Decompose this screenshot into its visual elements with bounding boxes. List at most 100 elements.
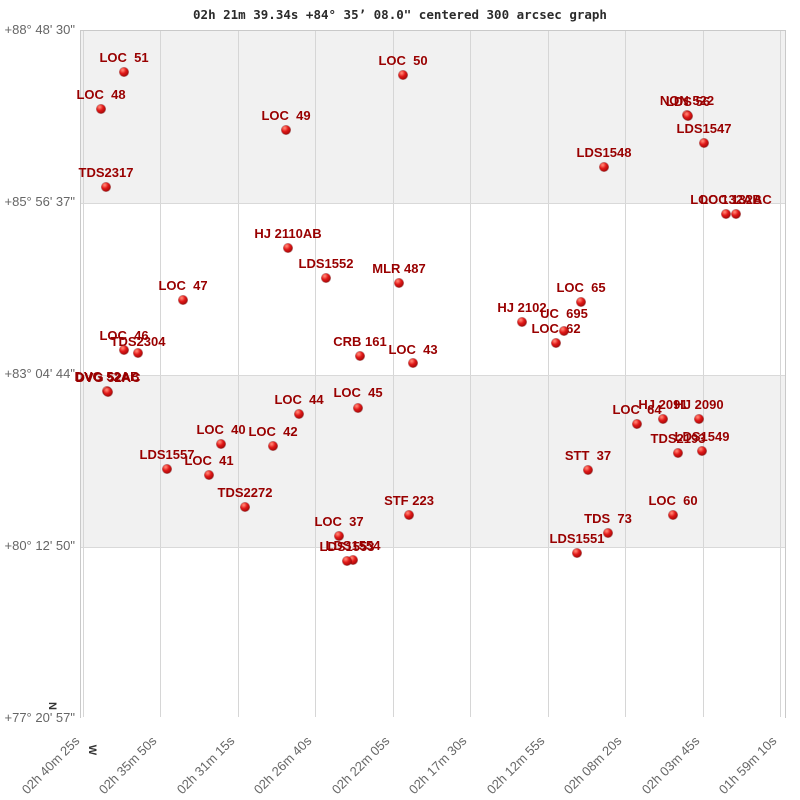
dec-gridline (81, 203, 785, 204)
ra-gridline (702, 31, 704, 717)
star-label: NON 522 (659, 93, 715, 108)
star-label: LOC 37 (314, 514, 364, 529)
star-dot (668, 510, 678, 520)
ra-gridline (315, 31, 317, 717)
star-label: TDS 73 (584, 511, 632, 526)
ra-gridline (470, 31, 472, 717)
star-label: TDS2304 (110, 334, 166, 349)
star-label: LOC 42 (248, 424, 298, 439)
star-label: LDS1548 (576, 145, 632, 160)
plot-area (80, 30, 786, 719)
chart-title: 02h 21m 39.34s +84° 35’ 08.0" centered 3… (193, 7, 607, 22)
ra-tick-label: 02h 22m 05s (328, 733, 393, 797)
star-dot (342, 556, 352, 566)
star-label: LDS1553 (319, 539, 375, 554)
star-label: LOC 45 (333, 385, 383, 400)
star-label: STT 37 (564, 448, 612, 463)
dec-tick-label: +88° 48' 30" (4, 22, 76, 37)
star-label: LOC 51 (99, 50, 149, 65)
star-label: DVG 52AC (75, 370, 141, 385)
star-label: LDS1551 (549, 531, 605, 546)
star-label: LOC 60 (648, 493, 698, 508)
star-label: LOC 50 (378, 53, 428, 68)
ra-tick-label: 02h 40m 25s (18, 733, 83, 797)
star-label: MLR 487 (372, 261, 426, 276)
ra-gridline (160, 31, 162, 717)
star-label: HJ 2110AB (254, 226, 322, 241)
star-dot (394, 278, 404, 288)
star-dot (240, 502, 250, 512)
ra-tick-label: 02h 31m 15s (173, 733, 238, 797)
star-dot (583, 465, 593, 475)
star-dot (632, 419, 642, 429)
star-dot (694, 414, 704, 424)
star-dot (731, 209, 741, 219)
star-dot (673, 448, 683, 458)
star-label: TDS2272 (217, 485, 273, 500)
ra-tick-label: 01h 59m 10s (715, 733, 780, 797)
star-label: LOC 64 (612, 402, 662, 417)
star-label: LDS1552 (298, 256, 354, 271)
star-label: HJ 2090 (674, 397, 724, 412)
ra-gridline (392, 31, 394, 717)
star-dot (353, 403, 363, 413)
star-label: LOC 44 (274, 392, 324, 407)
star-label: UC 695 (540, 306, 588, 321)
star-dot (603, 528, 613, 538)
star-label: LOC 65 (556, 280, 606, 295)
star-dot (697, 446, 707, 456)
star-label: LDS 56 (665, 94, 711, 109)
ra-gridline (625, 31, 627, 717)
star-dot (283, 243, 293, 253)
star-dot (119, 345, 129, 355)
ra-tick-label: 02h 08m 20s (560, 733, 625, 797)
star-dot (96, 104, 106, 114)
dec-tick-label: +83° 04' 44" (4, 366, 76, 381)
star-dot (551, 338, 561, 348)
star-dot (398, 70, 408, 80)
dec-gridline (81, 375, 785, 376)
declination-band (81, 31, 785, 203)
star-dot (683, 111, 693, 121)
star-label: TDS2193 (650, 431, 706, 446)
star-dot (348, 555, 358, 565)
star-label: LOC 40 (196, 422, 246, 437)
declination-band (81, 375, 785, 547)
ra-tick-label: 02h 12m 55s (483, 733, 548, 797)
star-dot (355, 351, 365, 361)
star-label: LOC 43 (388, 342, 438, 357)
star-label: LDS1554 (325, 538, 381, 553)
star-dot (559, 326, 569, 336)
star-dot (204, 470, 214, 480)
star-dot (294, 409, 304, 419)
star-label: LOC 46 (99, 328, 149, 343)
dec-tick-label: +80° 12' 50" (4, 538, 76, 553)
star-dot (178, 295, 188, 305)
star-dot (334, 531, 344, 541)
ra-gridline (82, 31, 84, 717)
ra-tick-label: 02h 17m 30s (405, 733, 470, 797)
star-dot (216, 439, 226, 449)
star-label: STF 223 (384, 493, 434, 508)
dec-gridline (81, 547, 785, 548)
star-dot (321, 273, 331, 283)
star-dot (658, 414, 668, 424)
declination-band (81, 203, 785, 375)
ra-gridline (237, 31, 239, 717)
star-dot (101, 182, 111, 192)
star-dot (721, 209, 731, 219)
star-label: HJ 2091 (638, 397, 688, 412)
star-label: HJ 2102 (497, 300, 547, 315)
star-dot (599, 162, 609, 172)
star-dot (576, 297, 586, 307)
star-label: CRB 161 (333, 334, 387, 349)
star-label: LOC 132AC (700, 192, 772, 207)
star-label: LOC 49 (261, 108, 311, 123)
star-dot (517, 317, 527, 327)
star-label: LOC 48 (76, 87, 126, 102)
star-label: LOC 62 (531, 321, 581, 336)
dec-tick-label: +77° 20' 57" (4, 710, 76, 725)
ra-tick-label: 02h 26m 40s (250, 733, 315, 797)
star-dot (408, 358, 418, 368)
ra-tick-label: 02h 03m 45s (638, 733, 703, 797)
